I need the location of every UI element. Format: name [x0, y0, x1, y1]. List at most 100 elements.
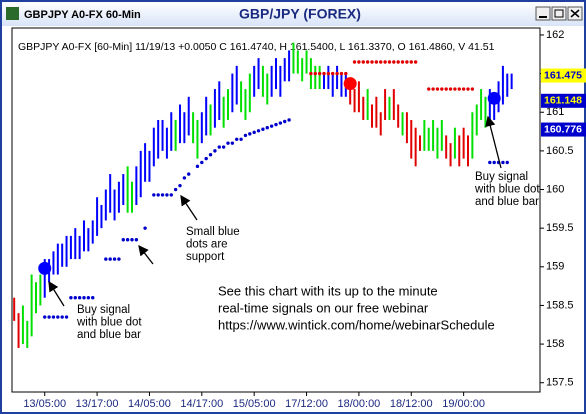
- support-dot: [173, 187, 178, 192]
- resistance-dot: [457, 87, 461, 91]
- support-dot: [130, 238, 134, 242]
- resistance-dot: [435, 87, 440, 91]
- support-dot: [208, 153, 213, 157]
- y-tick-label: 158.5: [546, 299, 574, 311]
- support-dot: [283, 119, 287, 124]
- y-tick-label: 157.5: [546, 377, 574, 389]
- price-marker: [541, 68, 586, 83]
- support-dot: [104, 257, 108, 261]
- support-dot: [204, 156, 208, 161]
- support-dot: [134, 238, 139, 242]
- support-dot: [256, 129, 261, 133]
- support-dot: [51, 315, 56, 319]
- x-tick-label: 13/05:00: [23, 398, 66, 410]
- resistance-dot: [335, 71, 339, 76]
- annotation: Buy signal: [77, 304, 130, 316]
- support-dot: [143, 226, 147, 230]
- support-dot: [505, 160, 509, 165]
- window-title: GBPJPY A0-FX 60-Min: [24, 9, 141, 21]
- support-dot: [235, 137, 239, 141]
- app-icon: [6, 7, 19, 20]
- resistance-dot: [448, 87, 453, 91]
- title-bar: [2, 2, 584, 26]
- support-dot: [230, 141, 235, 145]
- annotation: and blue bar: [77, 329, 141, 341]
- x-tick-label: 19/00:00: [442, 398, 485, 410]
- price-marker: [541, 122, 586, 137]
- support-dot: [108, 257, 112, 261]
- support-dot: [156, 193, 160, 197]
- annotation: dots are: [186, 239, 228, 251]
- x-tick-label: 17/12:00: [285, 398, 328, 410]
- support-dot: [278, 121, 283, 125]
- support-dot: [152, 193, 156, 197]
- support-dot: [217, 145, 221, 149]
- support-dot: [182, 176, 187, 180]
- resistance-dot: [400, 60, 405, 64]
- y-tick-label: 159: [546, 261, 564, 273]
- y-tick-label: 160.5: [546, 145, 574, 157]
- x-tick-label: 13/17:00: [76, 398, 119, 410]
- support-dot: [187, 172, 191, 176]
- resistance-dot: [313, 71, 317, 76]
- resistance-dot: [392, 60, 396, 64]
- arrow: [180, 194, 198, 221]
- annotation: Buy signal: [475, 171, 528, 183]
- resistance-dot: [365, 60, 370, 64]
- resistance-dot: [309, 71, 313, 76]
- resistance-dot: [396, 60, 400, 64]
- window-buttons[interactable]: [535, 6, 583, 21]
- maximize-button[interactable]: [551, 6, 567, 21]
- chart-title: GBP/JPY (FOREX): [239, 6, 361, 22]
- support-dot: [243, 133, 248, 138]
- support-dot: [248, 132, 252, 136]
- support-dot: [121, 238, 125, 242]
- resistance-dot: [326, 71, 331, 76]
- support-dot: [165, 193, 169, 197]
- support-dot: [160, 193, 165, 197]
- price-marker-label: 161.475: [544, 69, 582, 81]
- support-dot: [488, 160, 492, 165]
- support-dot: [226, 141, 230, 145]
- resistance-dot: [405, 60, 409, 64]
- support-dot: [169, 193, 173, 197]
- resistance-dot: [317, 71, 322, 76]
- support-dot: [274, 122, 278, 127]
- support-dot: [221, 145, 226, 149]
- y-tick-label: 162: [546, 29, 564, 41]
- x-tick-label: 18/12:00: [390, 398, 433, 410]
- support-dot: [86, 296, 91, 300]
- support-dot: [125, 238, 130, 242]
- support-dot: [269, 124, 274, 128]
- resistance-dot: [374, 60, 379, 64]
- resistance-dot: [470, 87, 475, 91]
- info-line: GBPJPY A0-FX [60-Min] 11/19/13 +0.0050 C…: [18, 41, 495, 53]
- annotation: with blue dot: [474, 184, 540, 196]
- resistance-dot: [357, 60, 361, 64]
- y-tick-label: 161: [546, 106, 564, 118]
- resistance-dot: [413, 60, 418, 64]
- annotation: with blue dot: [76, 317, 142, 329]
- support-dot: [261, 127, 265, 131]
- x-tick-label: 14/05:00: [128, 398, 171, 410]
- support-dot: [91, 296, 95, 300]
- support-dot: [60, 315, 64, 319]
- signal-dot: [487, 91, 501, 105]
- support-dot: [239, 137, 243, 141]
- support-dot: [213, 149, 217, 153]
- resistance-dot: [440, 87, 444, 91]
- annotation: Small blue: [186, 226, 240, 238]
- support-dot: [112, 257, 117, 261]
- resistance-dot: [379, 60, 383, 64]
- close-icon: [570, 9, 580, 18]
- annotation: and blue bar: [475, 196, 539, 208]
- x-tick-label: 15/05:00: [233, 398, 276, 410]
- x-tick-label: 18/00:00: [337, 398, 380, 410]
- support-dot: [82, 296, 86, 300]
- minimize-button[interactable]: [535, 6, 551, 21]
- support-dot: [501, 160, 505, 165]
- support-dot: [47, 315, 51, 319]
- resistance-dot: [331, 71, 335, 76]
